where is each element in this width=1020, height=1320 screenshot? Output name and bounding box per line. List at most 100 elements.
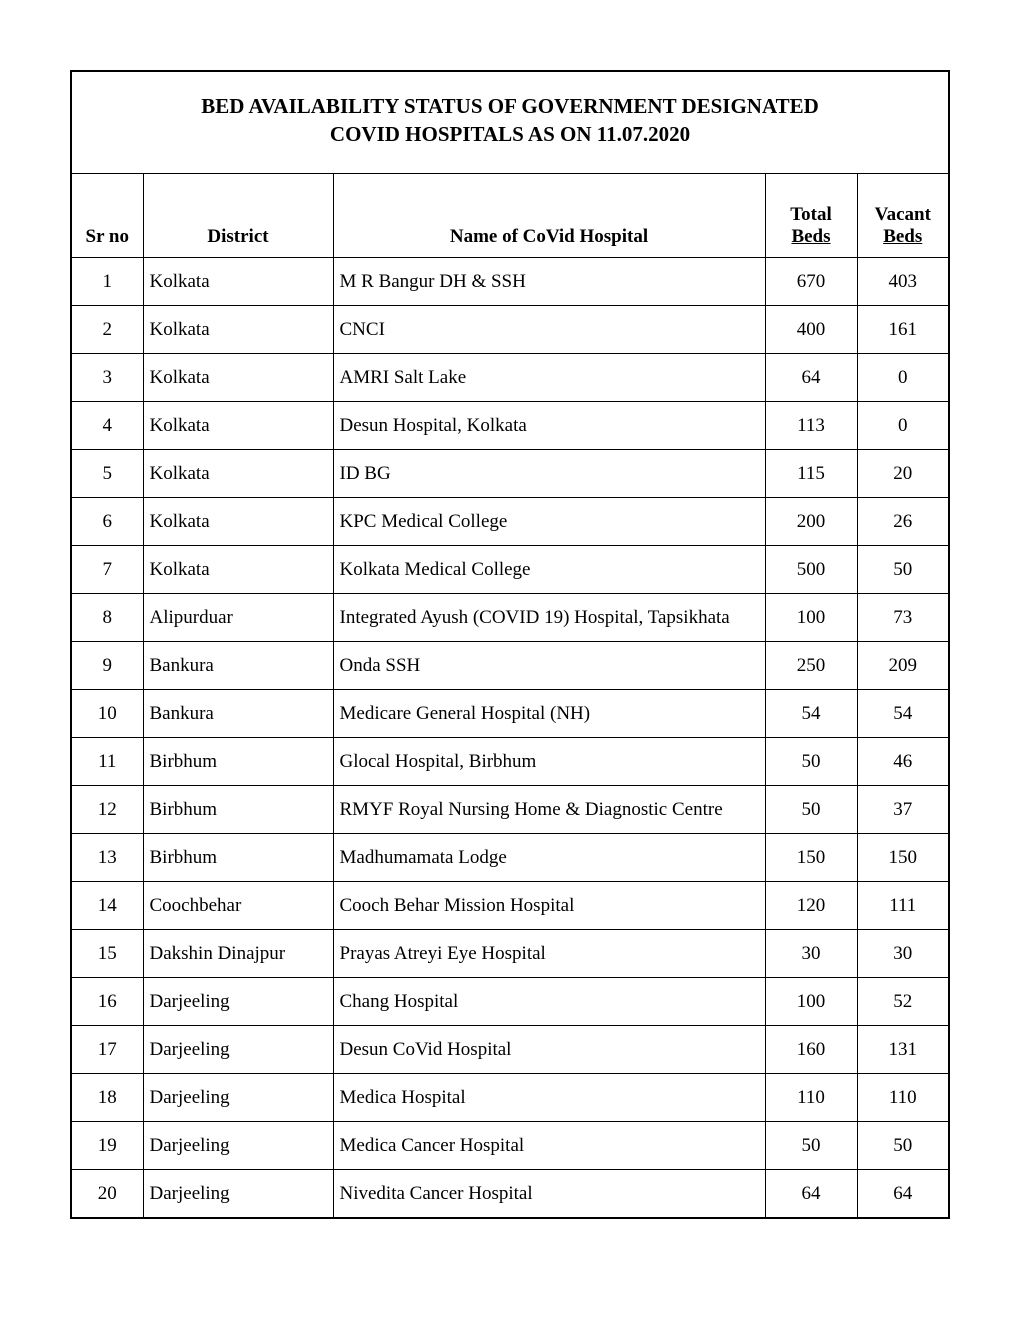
cell-srno: 1 xyxy=(71,258,143,306)
cell-district: Birbhum xyxy=(143,834,333,882)
cell-srno: 9 xyxy=(71,642,143,690)
cell-vacant-beds: 110 xyxy=(857,1074,949,1122)
cell-total-beds: 110 xyxy=(765,1074,857,1122)
cell-hospital-name: Desun Hospital, Kolkata xyxy=(333,402,765,450)
table-row: 14CoochbeharCooch Behar Mission Hospital… xyxy=(71,882,949,930)
cell-srno: 10 xyxy=(71,690,143,738)
cell-district: Darjeeling xyxy=(143,1074,333,1122)
cell-district: Bankura xyxy=(143,642,333,690)
cell-srno: 11 xyxy=(71,738,143,786)
cell-hospital-name: Medicare General Hospital (NH) xyxy=(333,690,765,738)
cell-srno: 17 xyxy=(71,1026,143,1074)
cell-srno: 7 xyxy=(71,546,143,594)
cell-total-beds: 50 xyxy=(765,1122,857,1170)
cell-srno: 18 xyxy=(71,1074,143,1122)
page: BED AVAILABILITY STATUS OF GOVERNMENT DE… xyxy=(0,0,1020,1259)
title-row: BED AVAILABILITY STATUS OF GOVERNMENT DE… xyxy=(71,71,949,173)
cell-total-beds: 64 xyxy=(765,354,857,402)
header-srno: Sr no xyxy=(71,173,143,258)
cell-srno: 8 xyxy=(71,594,143,642)
cell-district: Darjeeling xyxy=(143,1026,333,1074)
cell-total-beds: 50 xyxy=(765,786,857,834)
cell-vacant-beds: 161 xyxy=(857,306,949,354)
cell-district: Darjeeling xyxy=(143,978,333,1026)
cell-total-beds: 100 xyxy=(765,978,857,1026)
cell-total-beds: 200 xyxy=(765,498,857,546)
table-row: 1KolkataM R Bangur DH & SSH670403 xyxy=(71,258,949,306)
cell-hospital-name: Prayas Atreyi Eye Hospital xyxy=(333,930,765,978)
cell-total-beds: 100 xyxy=(765,594,857,642)
table-row: 11BirbhumGlocal Hospital, Birbhum5046 xyxy=(71,738,949,786)
table-row: 18DarjeelingMedica Hospital110110 xyxy=(71,1074,949,1122)
cell-vacant-beds: 26 xyxy=(857,498,949,546)
table-row: 17DarjeelingDesun CoVid Hospital160131 xyxy=(71,1026,949,1074)
cell-hospital-name: Onda SSH xyxy=(333,642,765,690)
cell-vacant-beds: 403 xyxy=(857,258,949,306)
cell-vacant-beds: 46 xyxy=(857,738,949,786)
cell-hospital-name: Medica Cancer Hospital xyxy=(333,1122,765,1170)
cell-vacant-beds: 50 xyxy=(857,1122,949,1170)
cell-district: Kolkata xyxy=(143,402,333,450)
table-row: 5KolkataID BG11520 xyxy=(71,450,949,498)
cell-total-beds: 120 xyxy=(765,882,857,930)
cell-hospital-name: Cooch Behar Mission Hospital xyxy=(333,882,765,930)
cell-srno: 19 xyxy=(71,1122,143,1170)
header-district-label: District xyxy=(144,212,333,258)
table-row: 20DarjeelingNivedita Cancer Hospital6464 xyxy=(71,1170,949,1218)
table-row: 3KolkataAMRI Salt Lake640 xyxy=(71,354,949,402)
cell-district: Bankura xyxy=(143,690,333,738)
cell-hospital-name: Medica Hospital xyxy=(333,1074,765,1122)
cell-district: Kolkata xyxy=(143,546,333,594)
cell-vacant-beds: 50 xyxy=(857,546,949,594)
title-cell: BED AVAILABILITY STATUS OF GOVERNMENT DE… xyxy=(71,71,949,173)
cell-srno: 15 xyxy=(71,930,143,978)
cell-total-beds: 150 xyxy=(765,834,857,882)
header-name-label: Name of CoVid Hospital xyxy=(334,212,765,258)
cell-hospital-name: Desun CoVid Hospital xyxy=(333,1026,765,1074)
cell-hospital-name: Nivedita Cancer Hospital xyxy=(333,1170,765,1218)
cell-vacant-beds: 0 xyxy=(857,402,949,450)
cell-hospital-name: RMYF Royal Nursing Home & Diagnostic Cen… xyxy=(333,786,765,834)
header-vacant-beds-label: Vacant Beds xyxy=(858,190,949,258)
cell-hospital-name: ID BG xyxy=(333,450,765,498)
cell-hospital-name: AMRI Salt Lake xyxy=(333,354,765,402)
cell-vacant-beds: 131 xyxy=(857,1026,949,1074)
cell-srno: 2 xyxy=(71,306,143,354)
cell-total-beds: 250 xyxy=(765,642,857,690)
header-total-beds: Total Beds xyxy=(765,173,857,258)
header-srno-label: Sr no xyxy=(72,212,143,258)
header-vacant-l1: Vacant xyxy=(875,204,931,225)
cell-district: Alipurduar xyxy=(143,594,333,642)
cell-district: Darjeeling xyxy=(143,1122,333,1170)
header-name: Name of CoVid Hospital xyxy=(333,173,765,258)
cell-district: Birbhum xyxy=(143,738,333,786)
cell-srno: 16 xyxy=(71,978,143,1026)
cell-vacant-beds: 52 xyxy=(857,978,949,1026)
header-district: District xyxy=(143,173,333,258)
cell-district: Kolkata xyxy=(143,498,333,546)
table-row: 13BirbhumMadhumamata Lodge150150 xyxy=(71,834,949,882)
cell-district: Coochbehar xyxy=(143,882,333,930)
cell-vacant-beds: 30 xyxy=(857,930,949,978)
cell-hospital-name: Madhumamata Lodge xyxy=(333,834,765,882)
cell-srno: 12 xyxy=(71,786,143,834)
cell-total-beds: 64 xyxy=(765,1170,857,1218)
title-line-1: BED AVAILABILITY STATUS OF GOVERNMENT DE… xyxy=(82,92,938,120)
cell-total-beds: 54 xyxy=(765,690,857,738)
cell-total-beds: 115 xyxy=(765,450,857,498)
cell-district: Kolkata xyxy=(143,354,333,402)
cell-vacant-beds: 73 xyxy=(857,594,949,642)
table-row: 15Dakshin DinajpurPrayas Atreyi Eye Hosp… xyxy=(71,930,949,978)
cell-srno: 3 xyxy=(71,354,143,402)
table-row: 16DarjeelingChang Hospital10052 xyxy=(71,978,949,1026)
cell-vacant-beds: 64 xyxy=(857,1170,949,1218)
cell-hospital-name: CNCI xyxy=(333,306,765,354)
cell-hospital-name: Kolkata Medical College xyxy=(333,546,765,594)
table-row: 12BirbhumRMYF Royal Nursing Home & Diagn… xyxy=(71,786,949,834)
table-row: 2KolkataCNCI400161 xyxy=(71,306,949,354)
cell-hospital-name: Chang Hospital xyxy=(333,978,765,1026)
cell-vacant-beds: 54 xyxy=(857,690,949,738)
header-total-l1: Total xyxy=(790,204,832,225)
header-total-l2: Beds xyxy=(791,226,830,247)
cell-district: Kolkata xyxy=(143,258,333,306)
